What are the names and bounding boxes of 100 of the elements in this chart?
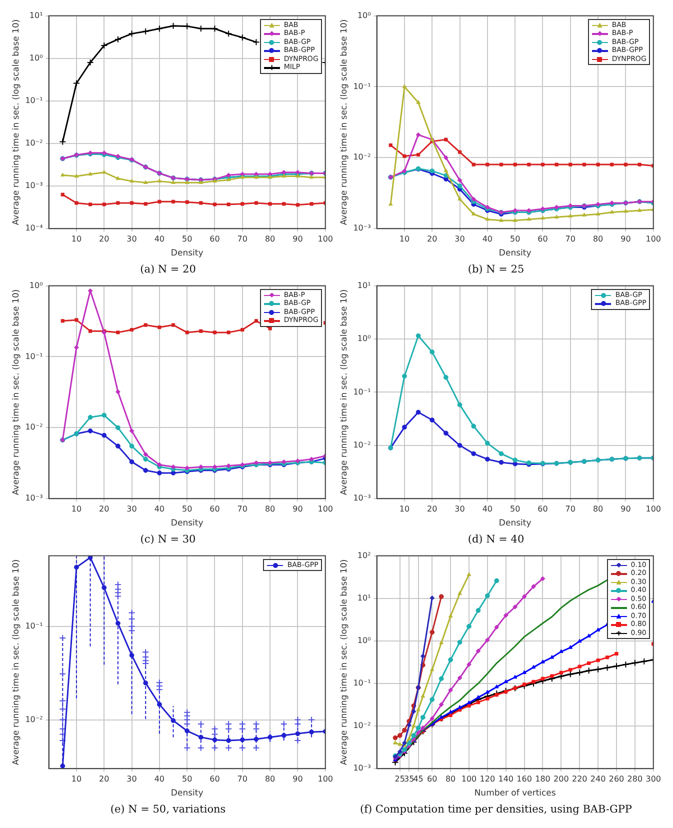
- x-axis-title: Density: [498, 248, 532, 259]
- y-axis-title: Average running time in sec. (log scale base 10): [339, 19, 350, 226]
- x-tick-label: 80: [592, 234, 604, 244]
- y-tick-label: 10⁻²: [353, 440, 371, 450]
- y-tick-label: 10⁻¹: [25, 352, 43, 361]
- x-tick-label: 120: [480, 774, 496, 784]
- y-tick-label: 10⁰: [357, 334, 371, 344]
- x-tick-label: 90: [620, 234, 631, 244]
- x-tick-label: 70: [565, 234, 576, 244]
- x-tick-label: 200: [554, 774, 569, 784]
- x-tick-label: 40: [482, 234, 493, 244]
- x-tick-label: 80: [264, 234, 276, 244]
- x-tick-label: 30: [126, 234, 137, 244]
- x-tick-label: 100: [646, 504, 662, 514]
- x-tick-label: 90: [292, 774, 303, 784]
- x-tick-label: 20: [427, 234, 438, 244]
- x-tick-label: 280: [627, 774, 643, 784]
- x-tick-label: 70: [237, 504, 248, 514]
- y-tick-label: 10⁻¹: [25, 96, 43, 105]
- x-tick-label: 70: [237, 234, 248, 244]
- y-axis-title: Average running time in sec. (log scale base 10): [339, 289, 350, 496]
- y-tick-label: 10⁻¹: [25, 621, 43, 630]
- x-tick-label: 40: [154, 234, 165, 244]
- x-tick-label: 60: [210, 504, 220, 514]
- x-tick-label: 60: [427, 774, 438, 784]
- x-tick-label: 20: [99, 234, 110, 244]
- x-tick-label: 40: [482, 504, 493, 514]
- x-tick-label: 50: [510, 234, 520, 244]
- x-tick-label: 300: [646, 774, 662, 784]
- y-tick-label: 10⁻³: [25, 181, 43, 190]
- text: (c) N = 30: [140, 533, 196, 546]
- x-tick-label: 60: [210, 774, 220, 784]
- x-tick-label: 60: [538, 504, 548, 514]
- y-tick-label: 10⁻³: [25, 494, 43, 503]
- x-tick-label: 80: [264, 504, 276, 514]
- y-tick-label: 10⁻³: [353, 764, 371, 773]
- y-tick-label: 10⁻²: [25, 714, 43, 724]
- x-tick-label: 160: [516, 774, 532, 784]
- x-tick-label: 100: [461, 774, 477, 784]
- y-tick-label: 10⁰: [29, 53, 43, 62]
- y-tick-label: 10⁰: [29, 280, 43, 290]
- x-axis-title: Density: [170, 518, 204, 529]
- x-tick-label: 60: [538, 234, 548, 244]
- x-axis-title: Density: [498, 518, 532, 529]
- y-tick-label: 10⁻²: [353, 721, 371, 730]
- x-tick-label: 50: [182, 504, 192, 514]
- x-tick-label: 80: [592, 504, 604, 514]
- x-tick-label: 10: [71, 234, 82, 244]
- x-tick-label: 50: [510, 504, 520, 514]
- y-tick-label: 10⁻⁴: [25, 224, 43, 233]
- x-tick-label: 70: [237, 774, 248, 784]
- x-tick-label: 180: [535, 774, 550, 784]
- x-tick-label: 100: [318, 774, 334, 784]
- x-tick-label: 100: [318, 234, 334, 244]
- y-axis-title: Average running time in sec. (log scale base 10): [339, 559, 350, 766]
- y-tick-label: 10⁻²: [353, 152, 371, 162]
- x-tick-label: 20: [99, 504, 110, 514]
- x-tick-label: 90: [292, 504, 303, 514]
- x-tick-label: 40: [154, 774, 165, 784]
- x-axis-title: Density: [170, 248, 204, 259]
- x-tick-label: 30: [454, 234, 465, 244]
- x-tick-label: 10: [399, 504, 410, 514]
- x-tick-label: 80: [445, 774, 456, 784]
- y-tick-label: 10⁻³: [353, 494, 371, 503]
- x-tick-label: 240: [590, 774, 606, 784]
- x-tick-label: 40: [154, 504, 165, 514]
- x-axis-title: Density: [170, 788, 204, 799]
- x-tick-label: 30: [126, 504, 137, 514]
- text: (d) N = 40: [468, 533, 524, 546]
- y-tick-label: 10⁻³: [353, 224, 371, 233]
- text: (f) Computation time per densities, using BAB-GPP: [360, 803, 632, 816]
- x-tick-label: 260: [608, 774, 624, 784]
- y-tick-label: 10¹: [29, 10, 43, 20]
- x-tick-label: 90: [620, 504, 631, 514]
- x-tick-label: 25: [394, 774, 405, 784]
- x-tick-label: 30: [454, 504, 465, 514]
- text: (e) N = 50, variations: [110, 803, 226, 816]
- x-tick-label: 90: [292, 234, 303, 244]
- x-tick-label: 10: [71, 504, 82, 514]
- y-tick-label: 10⁻¹: [353, 387, 371, 396]
- text: (a) N = 20: [140, 263, 196, 276]
- x-tick-label: 70: [565, 504, 576, 514]
- x-tick-label: 10: [399, 234, 410, 244]
- x-tick-label: 140: [498, 774, 514, 784]
- y-tick-label: 10⁰: [357, 636, 371, 645]
- x-tick-label: 45: [413, 774, 424, 784]
- y-axis-title: Average running time in sec. (log scale base 10): [11, 289, 22, 496]
- x-tick-label: 10: [71, 774, 82, 784]
- x-tick-label: 35: [404, 774, 414, 784]
- y-tick-label: 10⁻¹: [353, 678, 371, 688]
- x-tick-label: 50: [182, 234, 192, 244]
- y-axis-title: Average running time in sec. (log scale base 10): [11, 19, 22, 226]
- y-tick-label: 10¹: [357, 280, 371, 290]
- y-tick-label: 10⁻²: [25, 138, 43, 148]
- text: (b) N = 25: [468, 263, 524, 276]
- x-tick-label: 80: [264, 774, 276, 784]
- x-tick-label: 100: [318, 504, 334, 514]
- x-tick-label: 20: [427, 504, 438, 514]
- x-tick-label: 100: [646, 234, 662, 244]
- y-tick-label: 10⁻¹: [353, 82, 371, 91]
